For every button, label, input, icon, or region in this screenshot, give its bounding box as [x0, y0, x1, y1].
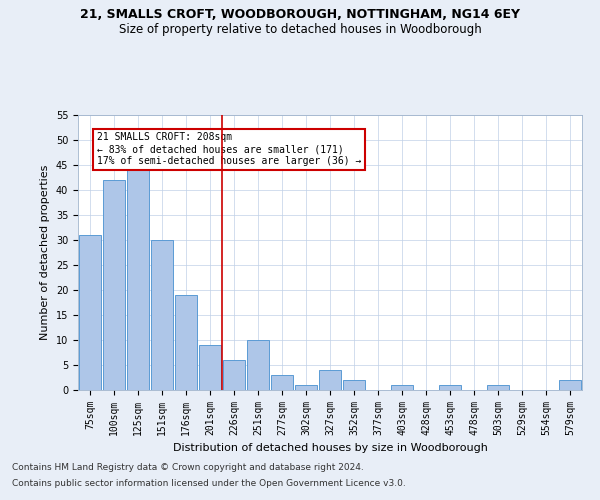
Bar	[175, 295, 197, 390]
Bar	[199, 345, 221, 390]
Bar	[103, 180, 125, 390]
Text: 21 SMALLS CROFT: 208sqm
← 83% of detached houses are smaller (171)
17% of semi-d: 21 SMALLS CROFT: 208sqm ← 83% of detache…	[97, 132, 362, 166]
Bar	[271, 375, 293, 390]
Text: Contains public sector information licensed under the Open Government Licence v3: Contains public sector information licen…	[12, 478, 406, 488]
Bar	[151, 240, 173, 390]
Bar	[79, 235, 101, 390]
Text: Size of property relative to detached houses in Woodborough: Size of property relative to detached ho…	[119, 22, 481, 36]
Bar	[319, 370, 341, 390]
Bar	[439, 385, 461, 390]
Y-axis label: Number of detached properties: Number of detached properties	[40, 165, 50, 340]
Bar	[127, 160, 149, 390]
Bar	[559, 380, 581, 390]
Text: 21, SMALLS CROFT, WOODBOROUGH, NOTTINGHAM, NG14 6EY: 21, SMALLS CROFT, WOODBOROUGH, NOTTINGHA…	[80, 8, 520, 20]
Bar	[487, 385, 509, 390]
Text: Contains HM Land Registry data © Crown copyright and database right 2024.: Contains HM Land Registry data © Crown c…	[12, 464, 364, 472]
Bar	[295, 385, 317, 390]
Bar	[343, 380, 365, 390]
Bar	[247, 340, 269, 390]
Bar	[391, 385, 413, 390]
Bar	[223, 360, 245, 390]
X-axis label: Distribution of detached houses by size in Woodborough: Distribution of detached houses by size …	[173, 444, 487, 454]
